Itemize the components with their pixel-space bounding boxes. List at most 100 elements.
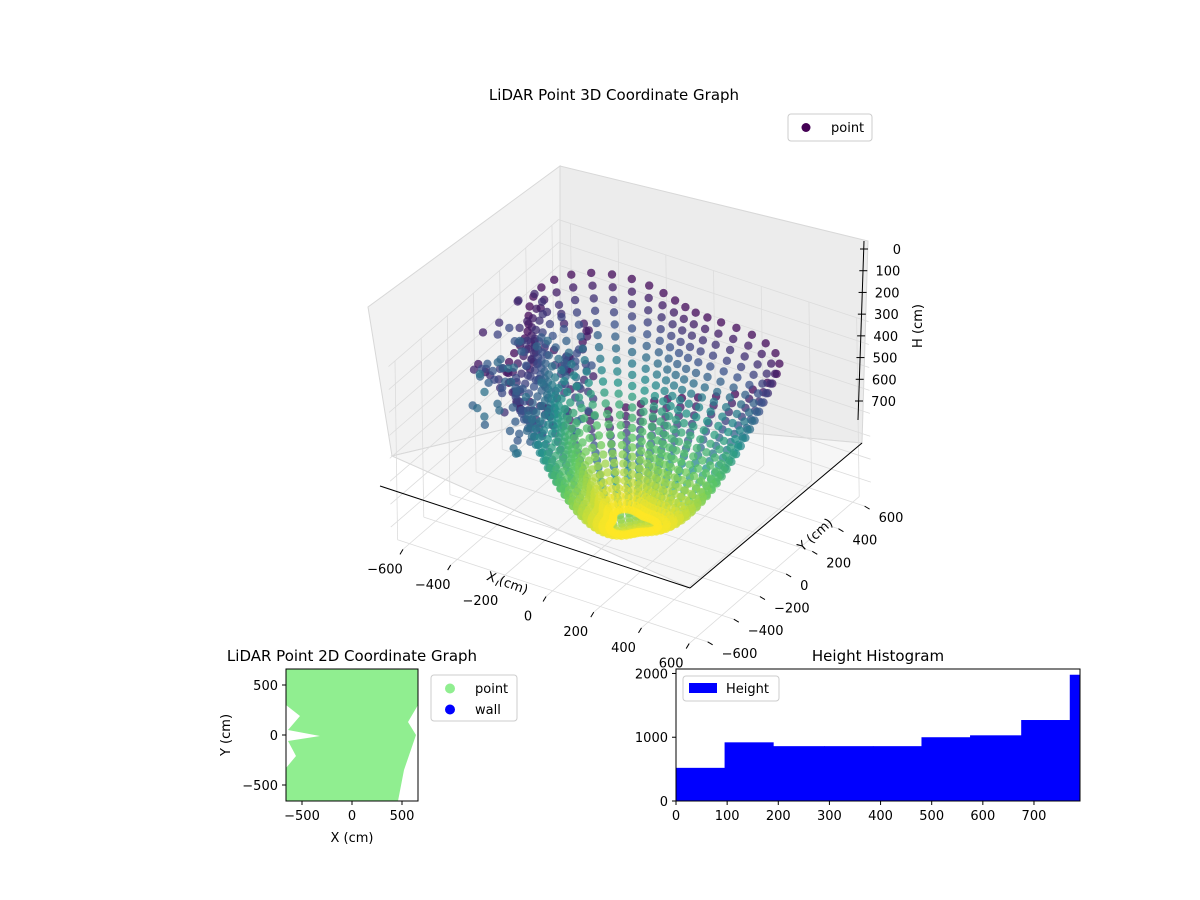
chart-2d: LiDAR Point 2D Coordinate Graph −500 0 500… [219, 647, 518, 846]
point-3d-17 [587, 268, 596, 278]
point-3d-688 [656, 417, 665, 426]
point-3d-429 [473, 404, 482, 413]
point-3d-773 [706, 461, 715, 470]
point-3d-487 [504, 364, 513, 373]
point-3d-445 [689, 379, 698, 388]
point-3d-390 [528, 398, 537, 408]
point-3d-559 [554, 384, 563, 393]
point-3d-658 [547, 443, 556, 452]
point-3d-725 [719, 466, 728, 475]
x-tick-label-2d-1: 0 [348, 809, 356, 824]
z-tick-label-3d-4: 400 [873, 330, 898, 345]
point-3d-357 [505, 426, 515, 436]
point-3d-1013 [627, 470, 637, 479]
point-3d-590 [714, 421, 723, 431]
point-3d-292 [655, 336, 664, 345]
point-3d-366 [749, 398, 758, 408]
point-3d-423 [493, 358, 502, 367]
point-3d-567 [535, 433, 545, 442]
point-3d-593 [682, 409, 691, 418]
point-3d-520 [535, 417, 545, 426]
x-tick-mark-3d-6 [685, 643, 690, 649]
point-3d-154 [570, 295, 580, 305]
point-3d-287 [706, 362, 715, 371]
point-3d-603 [572, 382, 581, 391]
legend-3d-label-point: point [831, 121, 864, 136]
point-3d-787 [582, 424, 592, 433]
point-3d-1060 [620, 476, 629, 485]
point-3d-144 [711, 340, 720, 349]
point-3d-286 [719, 367, 728, 376]
point-3d-601 [598, 377, 608, 386]
point-3d-213 [761, 389, 771, 398]
point-3d-72 [714, 329, 723, 338]
point-3d-546 [694, 403, 704, 412]
y-tick-mark-3d-0 [707, 641, 713, 646]
point-3d-228 [572, 308, 582, 317]
point-3d-970 [601, 459, 610, 468]
point-3d-643 [649, 402, 659, 411]
x-tick-mark-3d-4 [590, 611, 595, 618]
point-3d-449 [653, 359, 662, 368]
point-3d-82 [569, 283, 578, 292]
point-3d-285 [733, 373, 742, 382]
grid-left-v-0 [394, 360, 398, 540]
point-3d-925 [590, 452, 600, 462]
point-3d-29 [504, 357, 514, 367]
point-3d-383 [544, 351, 553, 360]
point-3d-733 [661, 431, 670, 440]
point-3d-215 [749, 370, 758, 379]
point-3d-382 [551, 343, 560, 352]
point-3d-519 [540, 411, 549, 420]
point-3d-224 [643, 318, 652, 327]
point-3d-821 [685, 460, 694, 469]
x-tick-label-hist-5: 500 [919, 809, 944, 824]
point-3d-741 [580, 414, 589, 423]
point-3d-638 [689, 422, 698, 431]
point-3d-73 [700, 324, 710, 334]
x-tick-mark-3d-2 [494, 580, 499, 587]
point-3d-877 [607, 440, 616, 449]
point-3d-509 [596, 354, 605, 363]
point-3d-735 [647, 422, 656, 431]
point-3d-306 [529, 382, 539, 391]
point-3d-456 [554, 354, 563, 364]
x-tick-label-hist-7: 700 [1022, 809, 1047, 824]
point-3d-455 [564, 348, 574, 357]
y-tick-label-3d-6: 600 [879, 511, 904, 526]
point-3d-495 [743, 425, 752, 434]
histogram-bar-8 [1069, 674, 1081, 801]
point-3d-544 [718, 412, 727, 421]
point-3d-521 [531, 424, 541, 433]
point-3d-565 [544, 420, 553, 429]
grid-back-v-4 [760, 286, 765, 466]
point-3d-431 [480, 412, 489, 421]
point-3d-542 [735, 426, 745, 435]
point-3d-726 [716, 459, 726, 468]
grid-back-h-1 [558, 242, 870, 345]
point-3d-597 [650, 391, 660, 401]
point-3d-376 [642, 341, 651, 351]
point-3d-79 [627, 287, 637, 296]
grid-floor-x-4 [593, 464, 765, 613]
point-3d-737 [628, 413, 637, 422]
point-3d-441 [736, 400, 746, 409]
point-3d-553 [628, 370, 637, 380]
point-3d-216 [736, 362, 746, 372]
z-tick-label-3d-1: 100 [875, 265, 900, 280]
point-3d-775 [689, 452, 698, 461]
point-3d-446 [679, 375, 689, 384]
point-3d-776 [680, 449, 689, 458]
point-3d-679 [724, 458, 733, 467]
plot-area-2d [286, 669, 418, 801]
point-3d-612 [543, 435, 552, 444]
point-3d-729 [692, 443, 701, 453]
point-3d-505 [652, 370, 662, 379]
point-3d-219 [696, 347, 705, 356]
point-3d-635 [719, 436, 729, 446]
point-3d-592 [692, 412, 701, 422]
point-3d-558 [560, 377, 569, 386]
point-3d-832 [594, 431, 604, 440]
point-3d-736 [638, 417, 648, 427]
point-3d-140 [762, 369, 771, 378]
